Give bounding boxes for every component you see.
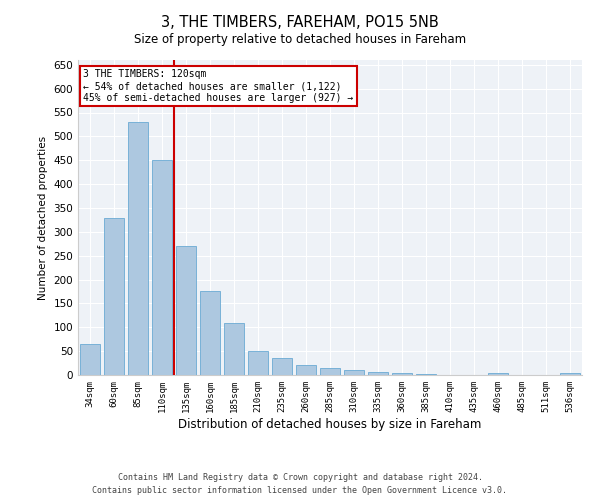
Bar — [128, 122, 148, 375]
Bar — [344, 370, 364, 375]
Bar — [152, 160, 172, 375]
Y-axis label: Number of detached properties: Number of detached properties — [38, 136, 48, 300]
X-axis label: Distribution of detached houses by size in Fareham: Distribution of detached houses by size … — [178, 418, 482, 430]
Bar — [248, 351, 268, 375]
Bar — [296, 366, 316, 375]
Bar — [104, 218, 124, 375]
Bar — [176, 246, 196, 375]
Bar — [488, 372, 508, 375]
Bar — [392, 372, 412, 375]
Bar — [272, 358, 292, 375]
Bar — [200, 292, 220, 375]
Bar — [416, 374, 436, 375]
Text: Size of property relative to detached houses in Fareham: Size of property relative to detached ho… — [134, 32, 466, 46]
Bar — [80, 344, 100, 375]
Text: 3 THE TIMBERS: 120sqm
← 54% of detached houses are smaller (1,122)
45% of semi-d: 3 THE TIMBERS: 120sqm ← 54% of detached … — [83, 70, 353, 102]
Bar — [560, 372, 580, 375]
Text: Contains HM Land Registry data © Crown copyright and database right 2024.
Contai: Contains HM Land Registry data © Crown c… — [92, 474, 508, 495]
Text: 3, THE TIMBERS, FAREHAM, PO15 5NB: 3, THE TIMBERS, FAREHAM, PO15 5NB — [161, 15, 439, 30]
Bar — [368, 372, 388, 375]
Bar — [320, 368, 340, 375]
Bar — [224, 322, 244, 375]
